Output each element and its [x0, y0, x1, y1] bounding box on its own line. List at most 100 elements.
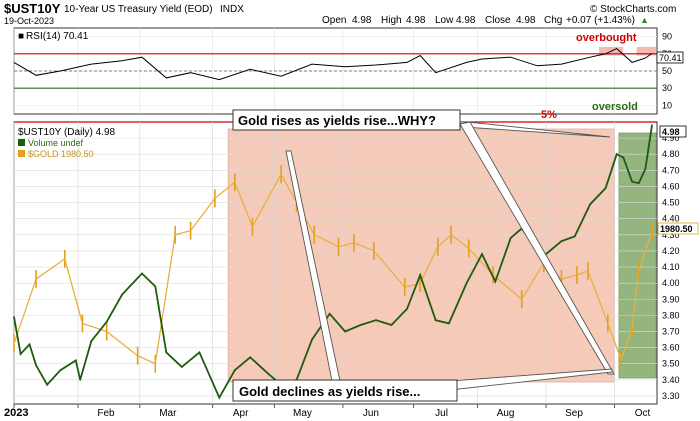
gold-segment	[620, 327, 633, 360]
gold-segment	[607, 323, 622, 360]
rsi-tick-label: 30	[662, 83, 672, 93]
price-y-tick-label: 4.80	[662, 149, 680, 159]
x-axis-label: Feb	[97, 408, 115, 419]
x-axis-label: May	[293, 408, 312, 419]
ust10y-point	[573, 235, 576, 238]
price-y-ticks: 4.90 4.80 4.70 4.60 4.50 4.40 4.30 4.20 4.10 4.00…	[662, 133, 680, 401]
watermark: © StockCharts.com	[590, 4, 676, 15]
gold-segment	[234, 182, 254, 227]
gold-segment	[576, 270, 589, 276]
rsi-line	[13, 48, 653, 81]
ust10y-point	[59, 369, 62, 372]
ust10y-point	[121, 293, 124, 296]
gold-segment	[468, 247, 494, 276]
description-label: 10-Year US Treasury Yield (EOD)	[64, 4, 213, 15]
legend-gold-swatch	[18, 150, 25, 157]
close-label: Close	[485, 15, 511, 26]
ust10y-point	[651, 124, 653, 127]
ust10y-point	[465, 282, 468, 285]
symbol-label: $UST10Y	[4, 1, 61, 16]
ust10y-point	[311, 338, 313, 341]
ust10y-point	[165, 351, 168, 354]
ust10y-point	[198, 351, 201, 354]
ust10y-point	[359, 324, 362, 326]
ust10y-point	[35, 364, 37, 367]
ust10y-point	[406, 308, 408, 310]
ust10y-point	[74, 359, 77, 362]
price-y-tick-label: 4.20	[662, 246, 680, 256]
gold-segment	[64, 258, 84, 324]
callout-top-pointer-down	[459, 121, 615, 375]
legend-volume-swatch	[18, 139, 25, 146]
callout-bottom-text: Gold declines as yields rise...	[239, 384, 420, 399]
gold-segment	[492, 274, 523, 300]
low-label: Low	[435, 15, 454, 26]
gold-segment	[313, 234, 339, 248]
price-y-tick-label: 4.10	[662, 262, 680, 272]
ust10y-point	[481, 253, 483, 256]
gold-segment	[338, 242, 355, 248]
price-y-tick-label: 4.40	[662, 214, 680, 224]
price-y-tick-label: 3.90	[662, 294, 680, 304]
oversold-label: oversold	[592, 101, 638, 113]
legend-volume: Volume undef	[28, 138, 84, 148]
rsi-ticks: 9070503010	[662, 32, 672, 111]
ust10y-point	[390, 324, 393, 326]
price-y-tick-label: 4.50	[662, 198, 680, 208]
ust-last-tag-text: 4.98	[662, 127, 680, 137]
low-value: 4.98	[456, 15, 476, 26]
ust10y-point	[90, 340, 93, 343]
x-axis-label: 2023	[4, 407, 28, 419]
price-y-tick-label: 4.70	[662, 165, 680, 175]
rsi-overbought-box-2	[636, 46, 656, 56]
ust10y-point	[644, 167, 647, 170]
chg-up-arrow-icon: ▲	[640, 15, 649, 25]
ust10y-point	[19, 353, 22, 355]
callout-top-box	[232, 109, 461, 131]
ust10y-point	[141, 272, 143, 275]
price-panel: 4.90 4.80 4.70 4.60 4.50 4.40 4.30 4.20 4.10 4.00…	[13, 109, 699, 405]
close-value: 4.98	[516, 15, 536, 26]
ust10y-point	[434, 319, 437, 322]
overbought-label: overbought	[576, 32, 637, 44]
ust10y-point	[105, 320, 108, 323]
rsi-tick-label: 10	[662, 100, 672, 110]
price-y-tick-label: 3.30	[662, 391, 680, 401]
price-y-tick-label: 3.40	[662, 375, 680, 385]
ust10y-point	[154, 285, 157, 288]
ohlc-readout: Open 4.98 High 4.98 Low 4.98 Close 4.98 …	[322, 15, 649, 26]
price-y-tick-label: 3.50	[662, 359, 680, 369]
gold-segment	[35, 258, 66, 280]
ust10y-point	[328, 312, 331, 315]
ust10y-point	[631, 180, 634, 183]
ust10y-point	[13, 316, 15, 318]
gold-segment	[154, 234, 176, 364]
gold-series	[13, 165, 653, 373]
x-axis-label: Sep	[565, 408, 583, 419]
gold-segment	[190, 198, 216, 232]
price-y-tick-label: 4.60	[662, 181, 680, 191]
five-percent-label: 5%	[541, 109, 557, 121]
ust10y-point	[447, 322, 450, 325]
ust10y-point	[637, 182, 640, 185]
gold-segment	[373, 250, 406, 288]
x-axis-label: Jun	[363, 408, 379, 419]
ust10y-point	[589, 203, 592, 206]
open-value: 4.98	[352, 15, 372, 26]
callout-top-text: Gold rises as yields rise...WHY?	[238, 113, 436, 128]
ust10y-point	[344, 330, 347, 333]
ust10y-point	[180, 366, 183, 368]
rsi-legend: ■ RSI(14) 70.41	[18, 31, 89, 42]
legend-gold: $GOLD 1980.50	[28, 149, 94, 159]
gold-rises-highlight	[618, 132, 657, 379]
ust10y-point	[249, 356, 252, 359]
gold-segment	[419, 246, 439, 284]
ust10y-point	[560, 240, 563, 243]
high-label: High	[381, 15, 402, 26]
date-label: 19-Oct-2023	[4, 16, 54, 26]
x-axis: 2023 Feb Mar Apr May Jun Jul Aug Sep Oct	[4, 404, 650, 419]
ust10y-point	[233, 369, 236, 372]
gold-segment	[82, 322, 107, 333]
